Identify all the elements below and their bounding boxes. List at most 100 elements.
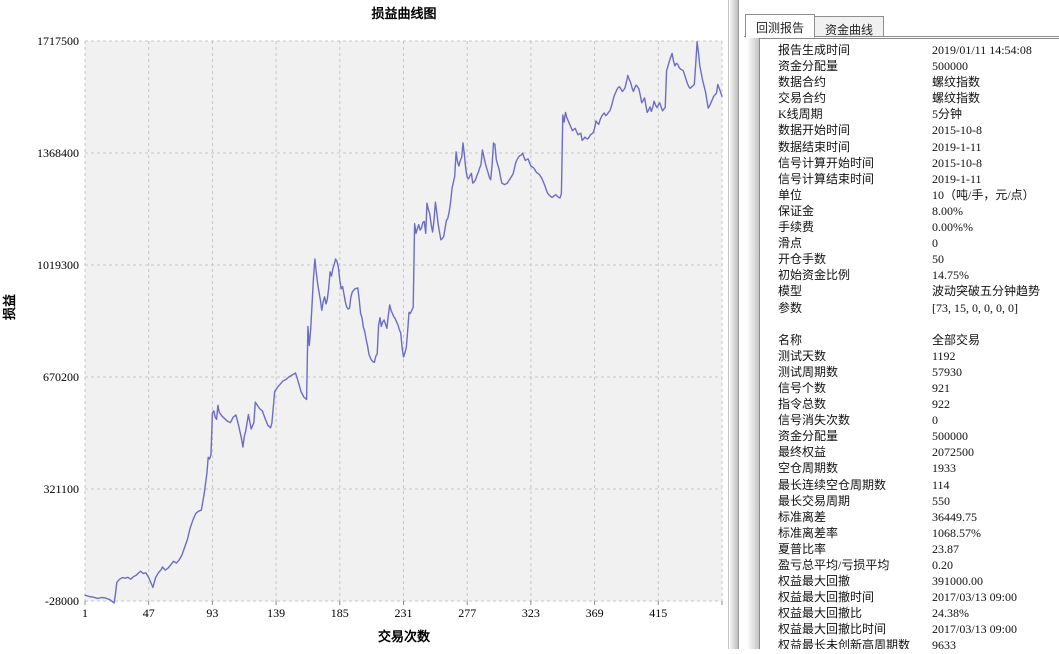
- report-row-label: 标准离差率: [778, 525, 839, 540]
- report-row-value: 500000: [932, 59, 968, 74]
- report-row-value: 0: [932, 413, 938, 428]
- report-row[interactable]: 最长交易周期 550: [778, 493, 1059, 509]
- report-row[interactable]: 权益最大回撤比 24.38%: [778, 605, 1059, 621]
- report-row-label: 资金分配量: [778, 59, 839, 74]
- report-row-value: 114: [932, 477, 950, 492]
- report-row-value: 24.38%: [932, 606, 969, 621]
- report-row[interactable]: 最终权益 2072500: [778, 444, 1059, 460]
- tab-capital-curve[interactable]: 资金曲线: [815, 16, 885, 37]
- report-row-label: 权益最大回撤: [778, 574, 851, 589]
- report-row-label: 最终权益: [778, 445, 827, 460]
- tab-backtest-report[interactable]: 回测报告: [745, 14, 816, 38]
- report-row[interactable]: 数据合约 螺纹指数: [778, 74, 1059, 90]
- chart-area: 1717500 1368400 1019300 670200 321100 -28000 1…: [2, 6, 723, 644]
- report-row-value: 全部交易: [932, 332, 981, 347]
- report-row[interactable]: 手续费 0.00%%: [778, 219, 1059, 235]
- profit-loss-chart: 171750013684001019300670200321100-280001…: [2, 6, 723, 644]
- report-row[interactable]: 信号消失次数 0: [778, 412, 1059, 428]
- report-row[interactable]: 夏普比率 23.87: [778, 541, 1059, 557]
- report-row[interactable]: 权益最大回撤比时间 2017/03/13 09:00: [778, 621, 1059, 637]
- report-row[interactable]: 标准离差 36449.75: [778, 509, 1059, 525]
- chart-title: 损益曲线图: [371, 6, 436, 21]
- panel-inner-splitter[interactable]: [747, 38, 759, 649]
- report-row[interactable]: 测试周期数 57930: [778, 364, 1059, 380]
- report-row-label: 最长交易周期: [778, 493, 851, 508]
- plot-background: [85, 41, 722, 601]
- report-row-label: 信号消失次数: [778, 413, 851, 428]
- x-tick-label: 323: [522, 606, 540, 620]
- report-row-label: 测试天数: [778, 348, 827, 363]
- x-tick-label: 185: [331, 606, 349, 620]
- report-row-label: 夏普比率: [778, 541, 827, 556]
- report-row[interactable]: 空仓周期数 1933: [778, 460, 1059, 476]
- report-row-value: 2017/03/13 09:00: [932, 622, 1018, 637]
- tab-strip: 回测报告 资金曲线: [745, 13, 885, 38]
- y-axis-title: 损益: [2, 294, 17, 320]
- report-row[interactable]: 初始资金比例 14.75%: [778, 267, 1059, 283]
- x-tick-label: 1: [82, 606, 88, 620]
- report-row[interactable]: 最长连续空仓周期数 114: [778, 477, 1059, 493]
- report-row[interactable]: 数据结束时间 2019-1-11: [778, 139, 1059, 155]
- report-row-label: 资金分配量: [778, 429, 839, 444]
- report-row-value: 23.87: [932, 541, 959, 556]
- report-list: 报告生成时间 2019/01/11 14:54:08 资金分配量 500000 数据合约…: [759, 38, 1059, 649]
- y-tick-label: 321100: [43, 482, 79, 496]
- report-row[interactable]: 数据开始时间 2015-10-8: [778, 122, 1059, 138]
- report-row[interactable]: 权益最大回撤时间 2017/03/13 09:00: [778, 589, 1059, 605]
- report-row-label: 最长连续空仓周期数: [778, 477, 887, 492]
- report-row[interactable]: 滑点 0: [778, 235, 1059, 251]
- report-row[interactable]: 指令总数 922: [778, 396, 1059, 412]
- report-row[interactable]: 权益最长未创新高周期数 9633: [778, 637, 1059, 649]
- y-tick-label: 1019300: [37, 258, 79, 272]
- x-axis-title: 交易次数: [378, 629, 431, 644]
- report-row[interactable]: 资金分配量 500000: [778, 58, 1059, 74]
- report-row-value: 391000.00: [932, 574, 983, 589]
- report-row-value: 2072500: [932, 445, 974, 460]
- report-row[interactable]: 保证金 8.00%: [778, 203, 1059, 219]
- report-row-value: 2019/01/11 14:54:08: [932, 43, 1032, 57]
- report-row[interactable]: 参数 [73, 15, 0, 0, 0, 0]: [778, 300, 1059, 316]
- report-row-value: 2019-1-11: [932, 139, 982, 154]
- report-row-label: 权益最大回撤比时间: [778, 622, 887, 637]
- report-row-label: 保证金: [778, 203, 815, 218]
- report-row-label: 盈亏总平均/亏损平均: [778, 558, 890, 572]
- report-row-value: 921: [932, 380, 950, 395]
- report-row-label: 信号计算结束时间: [778, 171, 875, 186]
- report-row[interactable]: 标准离差率 1068.57%: [778, 525, 1059, 541]
- report-row[interactable]: 报告生成时间 2019/01/11 14:54:08: [778, 42, 1059, 58]
- report-row-label: 名称: [778, 332, 803, 347]
- vertical-splitter-handle[interactable]: [728, 0, 739, 649]
- report-row-label: 标准离差: [778, 509, 827, 524]
- report-row-label: 单位: [778, 187, 803, 202]
- report-row-value: 1068.57%: [932, 525, 981, 540]
- report-row[interactable]: K线周期 5分钟: [778, 106, 1059, 122]
- report-row[interactable]: [778, 316, 1059, 332]
- report-row-value: 57930: [932, 364, 962, 379]
- report-row-value: 2015-10-8: [932, 123, 982, 138]
- report-row-label: 数据合约: [778, 75, 827, 90]
- report-row[interactable]: 权益最大回撤 391000.00: [778, 573, 1059, 589]
- report-row[interactable]: 盈亏总平均/亏损平均 0.20: [778, 557, 1059, 573]
- report-row[interactable]: 资金分配量 500000: [778, 428, 1059, 444]
- report-row-value: [932, 316, 1059, 332]
- report-panel: 回测报告 资金曲线 报告生成时间 2019/01/11 14:54:08 资金分配量…: [739, 0, 1059, 649]
- report-row[interactable]: 模型 波动突破五分钟趋势: [778, 283, 1059, 299]
- report-row-label: [778, 316, 932, 332]
- report-row-value: 螺纹指数: [932, 75, 981, 90]
- report-row-label: 手续费: [778, 220, 815, 235]
- report-row[interactable]: 单位 10（吨/手，元/点）: [778, 187, 1059, 203]
- report-row-value: 36449.75: [932, 509, 977, 524]
- report-row[interactable]: 信号计算开始时间 2015-10-8: [778, 155, 1059, 171]
- report-row[interactable]: 名称 全部交易: [778, 332, 1059, 348]
- report-row[interactable]: 信号个数 921: [778, 380, 1059, 396]
- report-row[interactable]: 开仓手数 50: [778, 251, 1059, 267]
- report-row-label: 权益最大回撤时间: [778, 590, 875, 605]
- report-row[interactable]: 交易合约 螺纹指数: [778, 90, 1059, 106]
- report-row-label: 指令总数: [778, 397, 827, 412]
- report-row-value: 550: [932, 493, 950, 508]
- report-row[interactable]: 信号计算结束时间 2019-1-11: [778, 171, 1059, 187]
- profit-loss-curve: [84, 41, 723, 604]
- report-row-value: 1933: [932, 461, 956, 476]
- report-row[interactable]: 测试天数 1192: [778, 348, 1059, 364]
- report-row-label: 数据开始时间: [778, 123, 851, 138]
